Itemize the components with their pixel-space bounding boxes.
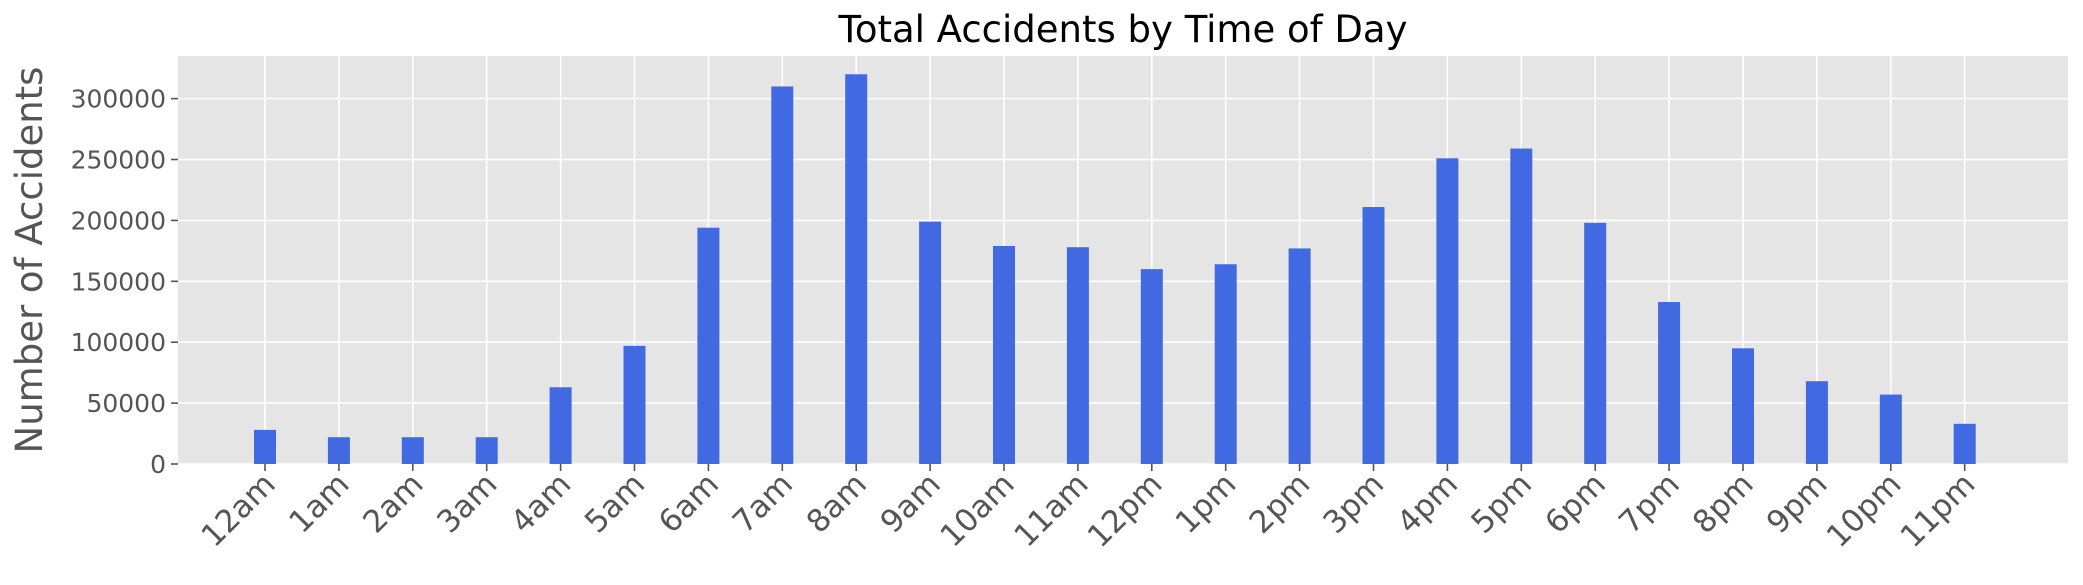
x-tick-label: 6pm	[1538, 466, 1613, 541]
x-tick-label: 3am	[430, 466, 504, 540]
y-tick-label: 250000	[71, 146, 166, 175]
x-tick-label: 7pm	[1612, 466, 1687, 541]
bar-12am	[254, 429, 276, 464]
x-tick-label: 4pm	[1390, 466, 1465, 541]
bar-8am	[845, 74, 868, 465]
bar-11pm	[1953, 423, 1976, 464]
bar-2am	[401, 437, 424, 464]
y-axis-label: Number of Accidents	[8, 67, 51, 454]
bar-10am	[993, 245, 1015, 464]
chart-title: Total Accidents by Time of Day	[838, 8, 1408, 51]
bar-6am	[697, 227, 720, 464]
x-tick-label: 12pm	[1081, 466, 1170, 555]
bar-2pm	[1288, 248, 1311, 464]
bar-4am	[549, 387, 572, 464]
x-tick-label: 2am	[356, 466, 430, 540]
x-tick-label: 4am	[504, 466, 578, 540]
x-tick-label: 5pm	[1464, 466, 1539, 541]
bar-1pm	[1214, 264, 1237, 464]
y-tick-label: 50000	[86, 389, 166, 418]
y-tick-label: 200000	[71, 206, 166, 235]
bar-3pm	[1362, 207, 1385, 465]
x-tick-label: 7am	[726, 466, 800, 540]
bar-12pm	[1140, 269, 1163, 464]
bar-9pm	[1805, 381, 1828, 464]
bar-11am	[1066, 247, 1089, 464]
bar-5am	[623, 345, 646, 464]
bar-4pm	[1436, 158, 1459, 464]
x-tick-label: 8pm	[1686, 466, 1761, 541]
x-tick-label: 1pm	[1169, 466, 1244, 541]
x-tick-label: 11am	[1007, 466, 1095, 554]
y-tick-label: 0	[150, 450, 166, 479]
x-tick-label: 2pm	[1243, 466, 1318, 541]
bar-10pm	[1879, 394, 1902, 464]
y-axis-ticks: 0 50000 100000 150000 200000 250000 300000	[71, 85, 178, 479]
x-axis-ticks: 12am 1am 2am 3am 4am 5am 6am 7am 8am 9am10am11am1…	[195, 464, 1983, 555]
bar-9am	[919, 221, 942, 464]
x-tick-label: 10pm	[1820, 466, 1909, 555]
bar-7pm	[1658, 302, 1681, 464]
y-tick-label: 100000	[71, 328, 166, 357]
bar-5pm	[1510, 148, 1533, 464]
x-tick-label: 5am	[578, 466, 652, 540]
x-tick-label: 8am	[800, 466, 874, 540]
bars	[254, 74, 1976, 465]
bar-1am	[327, 437, 350, 464]
x-tick-label: 11pm	[1894, 466, 1983, 555]
x-tick-label: 1am	[282, 466, 356, 540]
x-tick-label: 3pm	[1316, 466, 1391, 541]
bar-7am	[771, 86, 794, 465]
x-tick-label: 12am	[195, 466, 283, 554]
y-tick-label: 150000	[71, 267, 166, 296]
bar-6pm	[1584, 222, 1607, 464]
y-tick-label: 300000	[71, 85, 166, 114]
x-tick-label: 6am	[652, 466, 726, 540]
x-tick-label: 10am	[934, 466, 1022, 554]
bar-8pm	[1732, 348, 1754, 464]
bar-3am	[475, 437, 498, 464]
